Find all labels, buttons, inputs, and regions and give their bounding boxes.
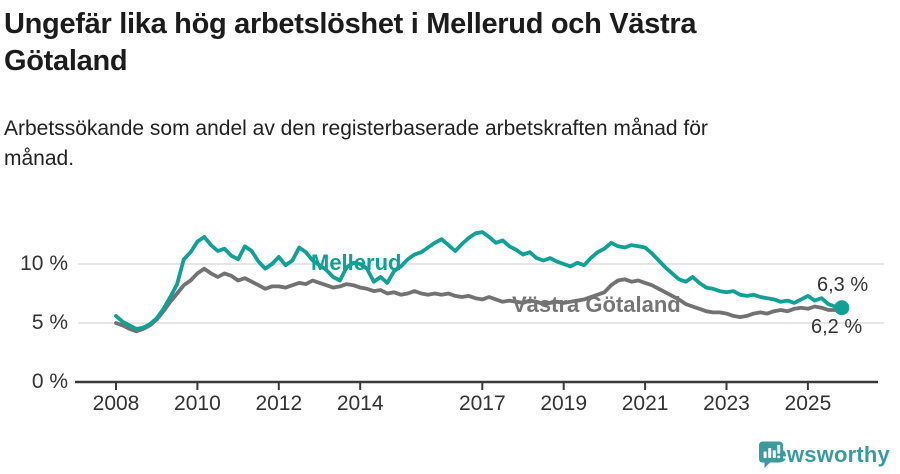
mellerud-series-label: Mellerud xyxy=(311,250,402,275)
x-axis-label-2010: 2010 xyxy=(174,392,221,415)
page-title-line2: Götaland xyxy=(4,45,128,77)
page-title: Ungefär lika hög arbetslöshet i Mellerud… xyxy=(4,6,874,80)
mellerud-line xyxy=(114,230,844,331)
x-axis-label-2025: 2025 xyxy=(784,392,832,415)
vastra-gotaland-line xyxy=(114,266,844,334)
chart-subtitle: Arbetssökande som andel av den registerb… xyxy=(4,114,864,174)
vastra-gotaland-series-label: Västra Götaland xyxy=(512,292,681,317)
y-axis-label-0: 0 % xyxy=(31,370,68,393)
mellerud-end-value-label: 6,3 % xyxy=(817,274,869,296)
newsworthy-logo[interactable]: Newsworthy xyxy=(758,440,890,470)
x-axis-label-2014: 2014 xyxy=(336,392,384,415)
x-axis-label-2008: 2008 xyxy=(92,392,140,415)
x-axis-label-2023: 2023 xyxy=(703,392,750,415)
page-title-line1: Ungefär lika hög arbetslöshet i Mellerud… xyxy=(4,8,697,40)
y-axis-label-10: 10 % xyxy=(20,252,68,275)
x-axis-label-2021: 2021 xyxy=(621,392,669,415)
x-axis-label-2019: 2019 xyxy=(540,392,588,415)
y-axis-label-5: 5 % xyxy=(31,311,68,334)
chart-subtitle-line2: månad. xyxy=(4,147,75,170)
vastra-gotaland-end-value-label: 6,2 % xyxy=(811,316,863,338)
x-ticks xyxy=(115,382,809,390)
x-axis-label-2017: 2017 xyxy=(458,392,506,415)
x-axis-label-2012: 2012 xyxy=(255,392,303,415)
bar-chart-speech-bubble-icon xyxy=(759,441,784,468)
chart-subtitle-line1: Arbetssökande som andel av den registerb… xyxy=(4,117,708,140)
mellerud-end-dot xyxy=(834,300,850,316)
